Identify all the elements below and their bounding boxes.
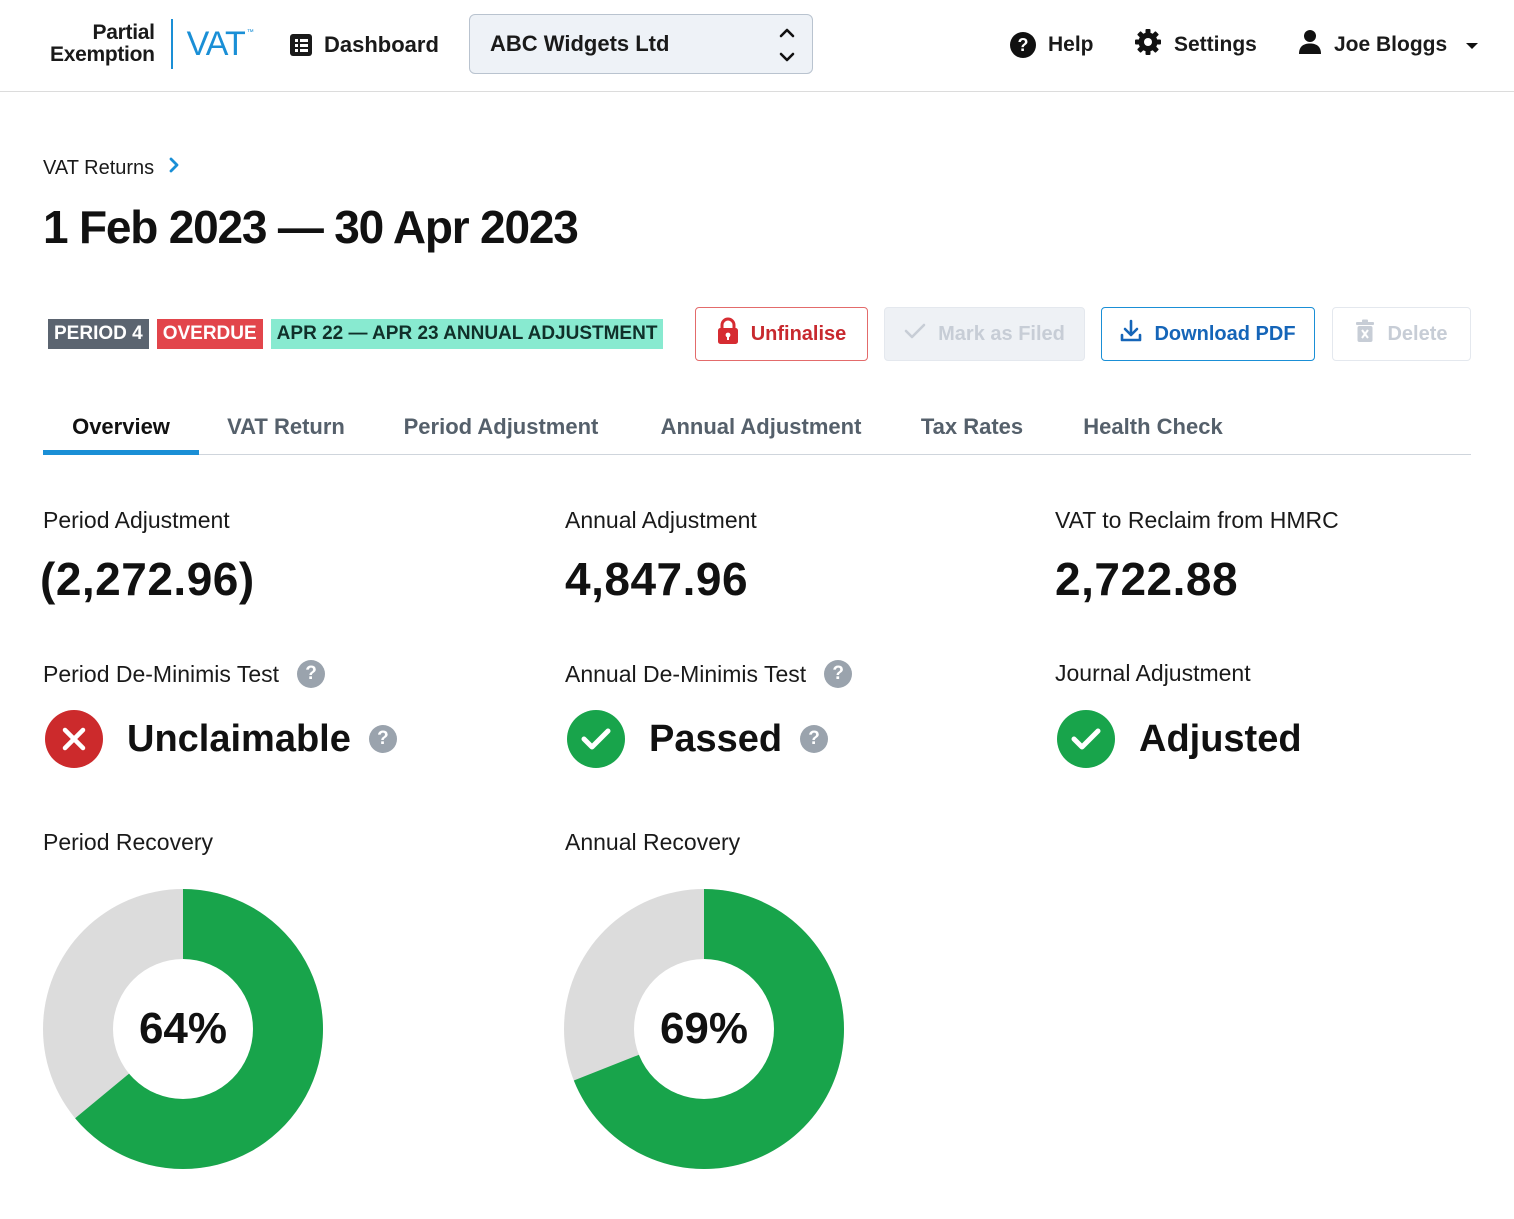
- logo-product: VAT ™: [186, 24, 254, 64]
- annual-deminimis-status: Passed ?: [567, 710, 829, 768]
- chevron-updown-icon: [776, 23, 798, 67]
- mark-as-filed-button[interactable]: Mark as Filed: [884, 307, 1085, 361]
- dashboard-icon: [290, 34, 312, 56]
- period-deminimis-label: Period De-Minimis Test: [43, 660, 280, 687]
- gear-icon: [1134, 28, 1162, 62]
- cross-circle-icon: [45, 710, 103, 768]
- question-icon[interactable]: ?: [800, 725, 829, 753]
- tab-vat-return[interactable]: VAT Return: [227, 413, 345, 439]
- user-icon: [1298, 29, 1322, 61]
- lock-icon: [717, 317, 739, 351]
- question-icon[interactable]: ?: [368, 725, 397, 753]
- help-icon: ?: [1010, 32, 1036, 58]
- delete-label: Delete: [1387, 322, 1448, 345]
- breadcrumb[interactable]: VAT Returns: [43, 156, 180, 180]
- period-deminimis-status-text: Unclaimable: [127, 717, 351, 760]
- download-pdf-button[interactable]: Download PDF: [1101, 307, 1315, 361]
- logo-line-1: Partial: [92, 21, 155, 44]
- nav-settings[interactable]: Settings: [1134, 28, 1257, 62]
- annual-recovery-label: Annual Recovery: [565, 829, 741, 855]
- annual-adjustment-label: Annual Adjustment: [565, 507, 757, 533]
- annual-deminimis-label: Annual De-Minimis Test: [565, 660, 807, 687]
- check-circle-icon: [1057, 710, 1115, 768]
- company-select[interactable]: ABC Widgets Ltd: [469, 14, 813, 74]
- period-deminimis-status: Unclaimable ?: [45, 710, 397, 768]
- unfinalise-button[interactable]: Unfinalise: [695, 307, 868, 361]
- mark-as-filed-label: Mark as Filed: [938, 322, 1065, 345]
- journal-adjustment-label: Journal Adjustment: [1055, 660, 1251, 686]
- vat-reclaim-label: VAT to Reclaim from HMRC: [1055, 507, 1339, 533]
- logo-wordmark: Partial Exemption: [50, 22, 155, 66]
- nav-help-label: Help: [1048, 33, 1094, 56]
- nav-dashboard[interactable]: Dashboard: [290, 30, 439, 60]
- period-recovery-donut: 64%: [43, 889, 323, 1169]
- annual-deminimis-header: Annual De-Minimis Test ?: [565, 660, 853, 688]
- tab-overview[interactable]: Overview: [43, 398, 199, 455]
- overdue-badge: OVERDUE: [156, 319, 263, 349]
- nav-settings-label: Settings: [1174, 33, 1257, 56]
- period-badge: PERIOD 4: [48, 319, 149, 349]
- logo-divider: [170, 19, 173, 69]
- period-adjustment-label: Period Adjustment: [43, 507, 230, 533]
- delete-button[interactable]: Delete: [1332, 307, 1471, 361]
- donut-hole: [113, 959, 253, 1099]
- download-icon: [1120, 319, 1142, 349]
- question-icon[interactable]: ?: [297, 660, 326, 688]
- top-bar: Partial Exemption VAT ™ Dashboard ABC Wi…: [0, 0, 1514, 92]
- unfinalise-label: Unfinalise: [750, 322, 847, 345]
- period-recovery-label: Period Recovery: [43, 829, 214, 855]
- annual-adjustment-badge: APR 22 — APR 23 ANNUAL ADJUSTMENT: [270, 319, 664, 349]
- company-select-value: ABC Widgets Ltd: [490, 31, 670, 56]
- logo-trademark: ™: [246, 28, 254, 36]
- nav-dashboard-label: Dashboard: [324, 32, 439, 57]
- donut-hole: [634, 959, 774, 1099]
- nav-help[interactable]: ? Help: [1010, 28, 1094, 62]
- user-name: Joe Bloggs: [1334, 33, 1448, 56]
- download-pdf-label: Download PDF: [1154, 322, 1296, 345]
- journal-adjustment-status-text: Adjusted: [1139, 717, 1302, 760]
- caret-down-icon: [1465, 33, 1479, 57]
- annual-recovery-donut: 69%: [564, 889, 844, 1169]
- logo-line-2: Exemption: [50, 43, 155, 66]
- logo-product-text: VAT: [186, 24, 246, 63]
- tab-bar: Overview VAT Return Period Adjustment An…: [43, 398, 1471, 455]
- journal-adjustment-status: Adjusted: [1057, 710, 1320, 768]
- tab-tax-rates[interactable]: Tax Rates: [920, 413, 1024, 439]
- question-icon[interactable]: ?: [824, 660, 853, 688]
- page-title: 1 Feb 2023 — 30 Apr 2023: [43, 201, 579, 253]
- chevron-right-icon: [168, 156, 180, 180]
- check-circle-icon: [567, 710, 625, 768]
- user-menu[interactable]: Joe Bloggs: [1298, 28, 1479, 62]
- check-icon: [904, 322, 926, 346]
- status-tags: PERIOD 4 OVERDUE APR 22 — APR 23 ANNUAL …: [48, 319, 664, 349]
- annual-deminimis-status-text: Passed: [649, 717, 783, 760]
- period-deminimis-header: Period De-Minimis Test ?: [43, 660, 326, 688]
- trash-icon: [1355, 319, 1375, 349]
- tab-period-adjustment[interactable]: Period Adjustment: [403, 413, 599, 439]
- breadcrumb-label: VAT Returns: [43, 156, 155, 179]
- period-adjustment-value: (2,272.96): [40, 553, 255, 605]
- app-logo[interactable]: Partial Exemption VAT ™: [50, 18, 254, 70]
- annual-adjustment-value: 4,847.96: [565, 553, 749, 605]
- tab-health-check[interactable]: Health Check: [1083, 413, 1223, 439]
- vat-reclaim-value: 2,722.88: [1055, 553, 1239, 605]
- annual-recovery-percent: 69%: [659, 1004, 749, 1053]
- tab-annual-adjustment[interactable]: Annual Adjustment: [660, 413, 862, 439]
- period-recovery-percent: 64%: [138, 1004, 228, 1053]
